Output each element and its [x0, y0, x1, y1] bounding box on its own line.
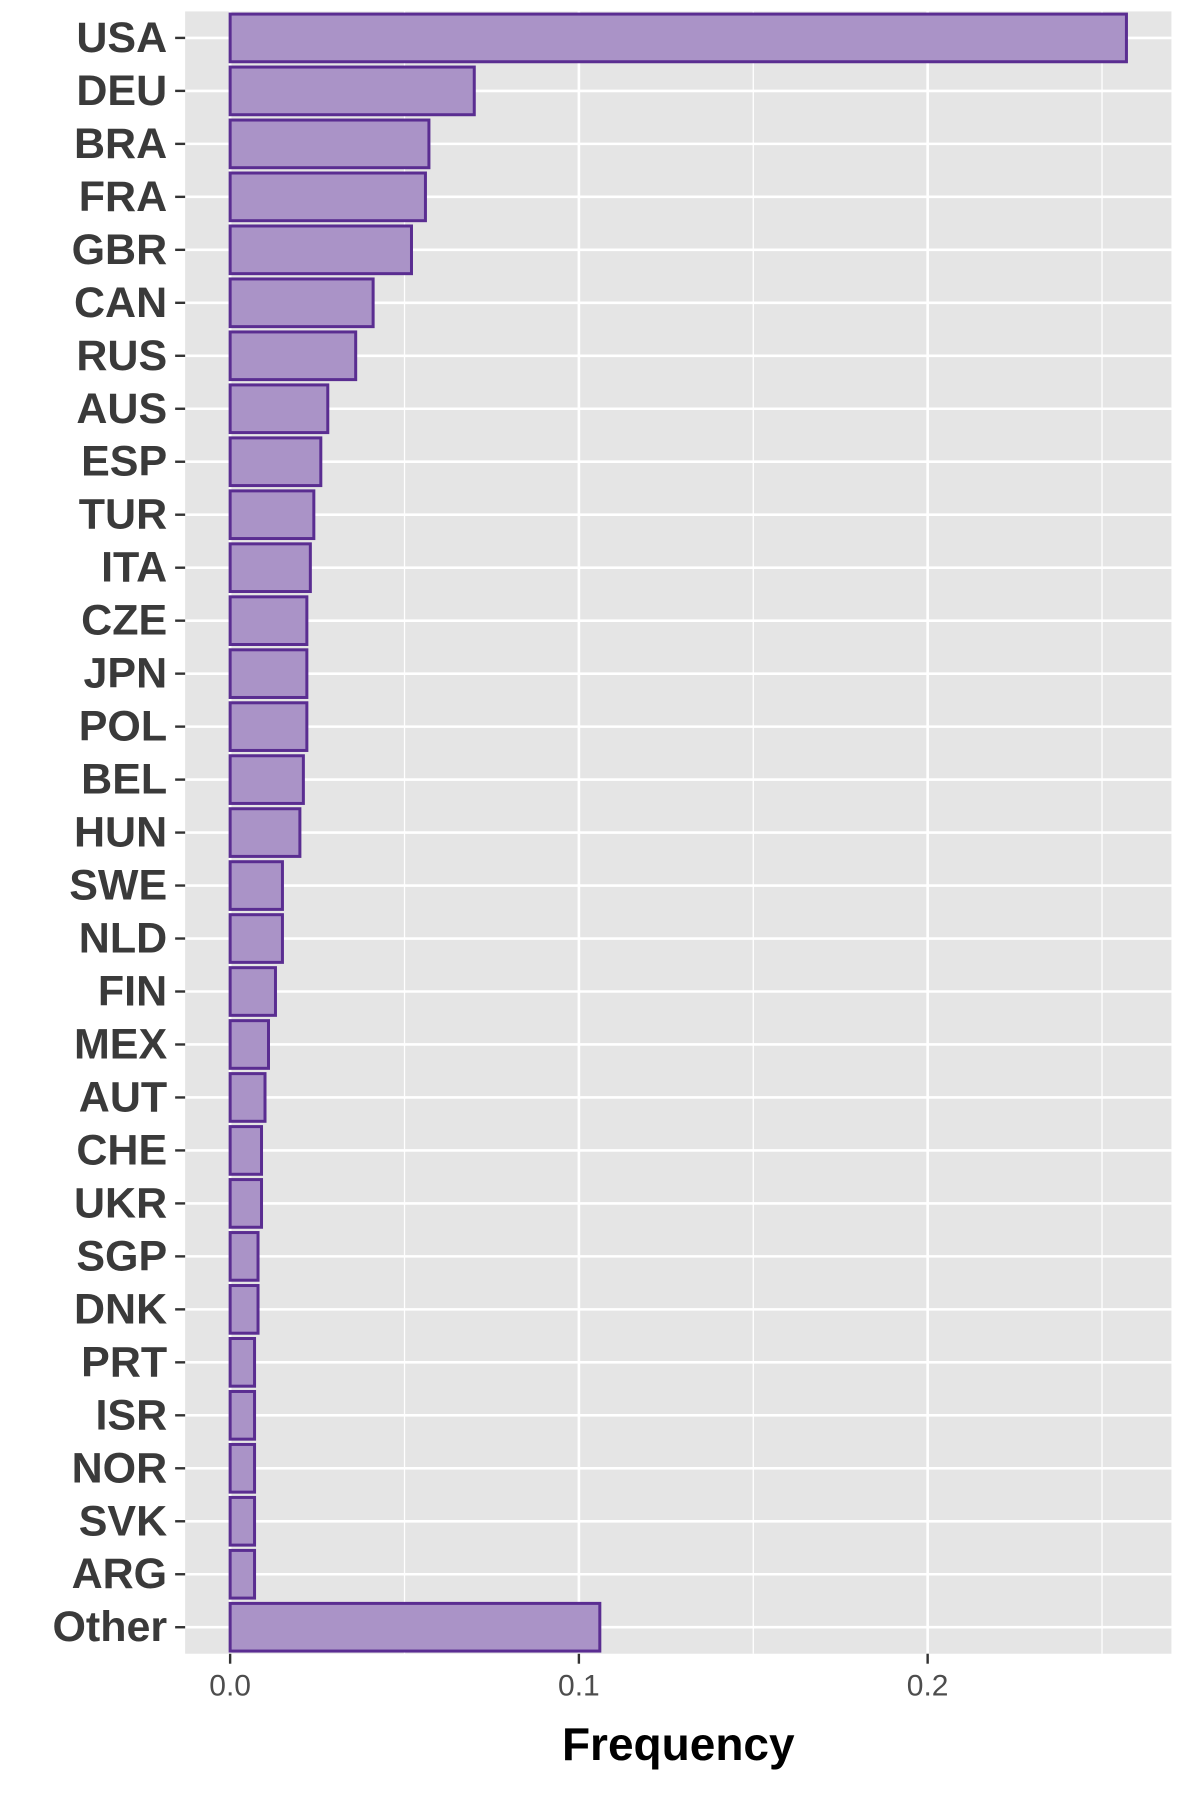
x-tick-label: 0.2	[907, 1670, 949, 1703]
bar-arg	[228, 1548, 257, 1600]
category-label-pol: POL	[79, 703, 167, 751]
category-label-gbr: GBR	[72, 226, 168, 274]
bar-mex	[228, 1019, 270, 1070]
x-tick-label: 0.0	[209, 1670, 251, 1703]
bar-sgp	[228, 1231, 260, 1282]
bar-jpn	[228, 648, 309, 699]
bar-isr	[228, 1389, 257, 1441]
bar-che	[228, 1125, 264, 1176]
bar-rus	[228, 330, 358, 382]
bar-fin	[228, 966, 277, 1017]
category-label-hun: HUN	[74, 809, 167, 857]
bar-aut	[228, 1072, 267, 1123]
category-labels: USA DEU BRA FRA GBR CAN RUS AUS ESP TUR ITA CZE JPN P…	[52, 14, 186, 1651]
category-label-aus: AUS	[76, 385, 167, 433]
bar-aus	[228, 383, 330, 435]
category-label-can: CAN	[74, 279, 167, 327]
category-label-dnk: DNK	[74, 1285, 167, 1333]
bar-deu	[228, 65, 476, 117]
bar-tur	[228, 489, 316, 541]
bar-swe	[228, 860, 284, 911]
x-tick-labels: 0.0 0.1 0.2	[209, 1653, 949, 1703]
bar-fra	[228, 171, 427, 223]
category-label-bel: BEL	[81, 756, 167, 804]
category-label-fra: FRA	[79, 173, 167, 221]
category-label-swe: SWE	[69, 862, 167, 910]
category-label-ita: ITA	[101, 544, 167, 592]
category-label-fin: FIN	[98, 968, 167, 1016]
bar-bra	[228, 118, 431, 170]
category-label-isr: ISR	[95, 1391, 167, 1439]
category-label-usa: USA	[76, 14, 167, 62]
category-label-prt: PRT	[81, 1338, 167, 1386]
category-label-nld: NLD	[79, 915, 167, 963]
bars	[228, 12, 1128, 1653]
bar-ita	[228, 542, 312, 594]
category-label-rus: RUS	[76, 332, 167, 380]
category-label-nor: NOR	[72, 1444, 168, 1492]
bar-esp	[228, 436, 323, 488]
category-label-esp: ESP	[81, 438, 167, 486]
x-tick-label: 0.1	[558, 1670, 600, 1703]
category-label-bra: BRA	[74, 120, 167, 168]
category-label-tur: TUR	[79, 491, 167, 539]
category-label-che: CHE	[76, 1126, 167, 1174]
category-label-deu: DEU	[76, 67, 167, 115]
category-label-cze: CZE	[81, 597, 167, 645]
bar-nor	[228, 1442, 257, 1494]
bar-can	[228, 277, 375, 329]
category-label-mex: MEX	[74, 1020, 168, 1068]
category-label-aut: AUT	[79, 1073, 167, 1121]
bar-dnk	[228, 1284, 260, 1335]
category-label-jpn: JPN	[83, 650, 167, 698]
bar-cze	[228, 595, 309, 647]
bar-nld	[228, 913, 284, 964]
bar-other	[228, 1601, 602, 1653]
category-label-other: Other	[52, 1603, 167, 1651]
bar-ukr	[228, 1178, 264, 1229]
x-axis-title: Frequency	[562, 1718, 795, 1770]
category-label-sgp: SGP	[76, 1232, 167, 1280]
category-label-arg: ARG	[72, 1550, 168, 1598]
bar-pol	[228, 701, 309, 752]
bar-bel	[228, 754, 305, 805]
bar-prt	[228, 1337, 257, 1388]
bar-usa	[228, 12, 1128, 64]
bar-svk	[228, 1495, 257, 1547]
category-label-ukr: UKR	[74, 1179, 167, 1227]
bar-hun	[228, 807, 302, 858]
bar-gbr	[228, 224, 413, 276]
category-label-svk: SVK	[79, 1497, 167, 1545]
